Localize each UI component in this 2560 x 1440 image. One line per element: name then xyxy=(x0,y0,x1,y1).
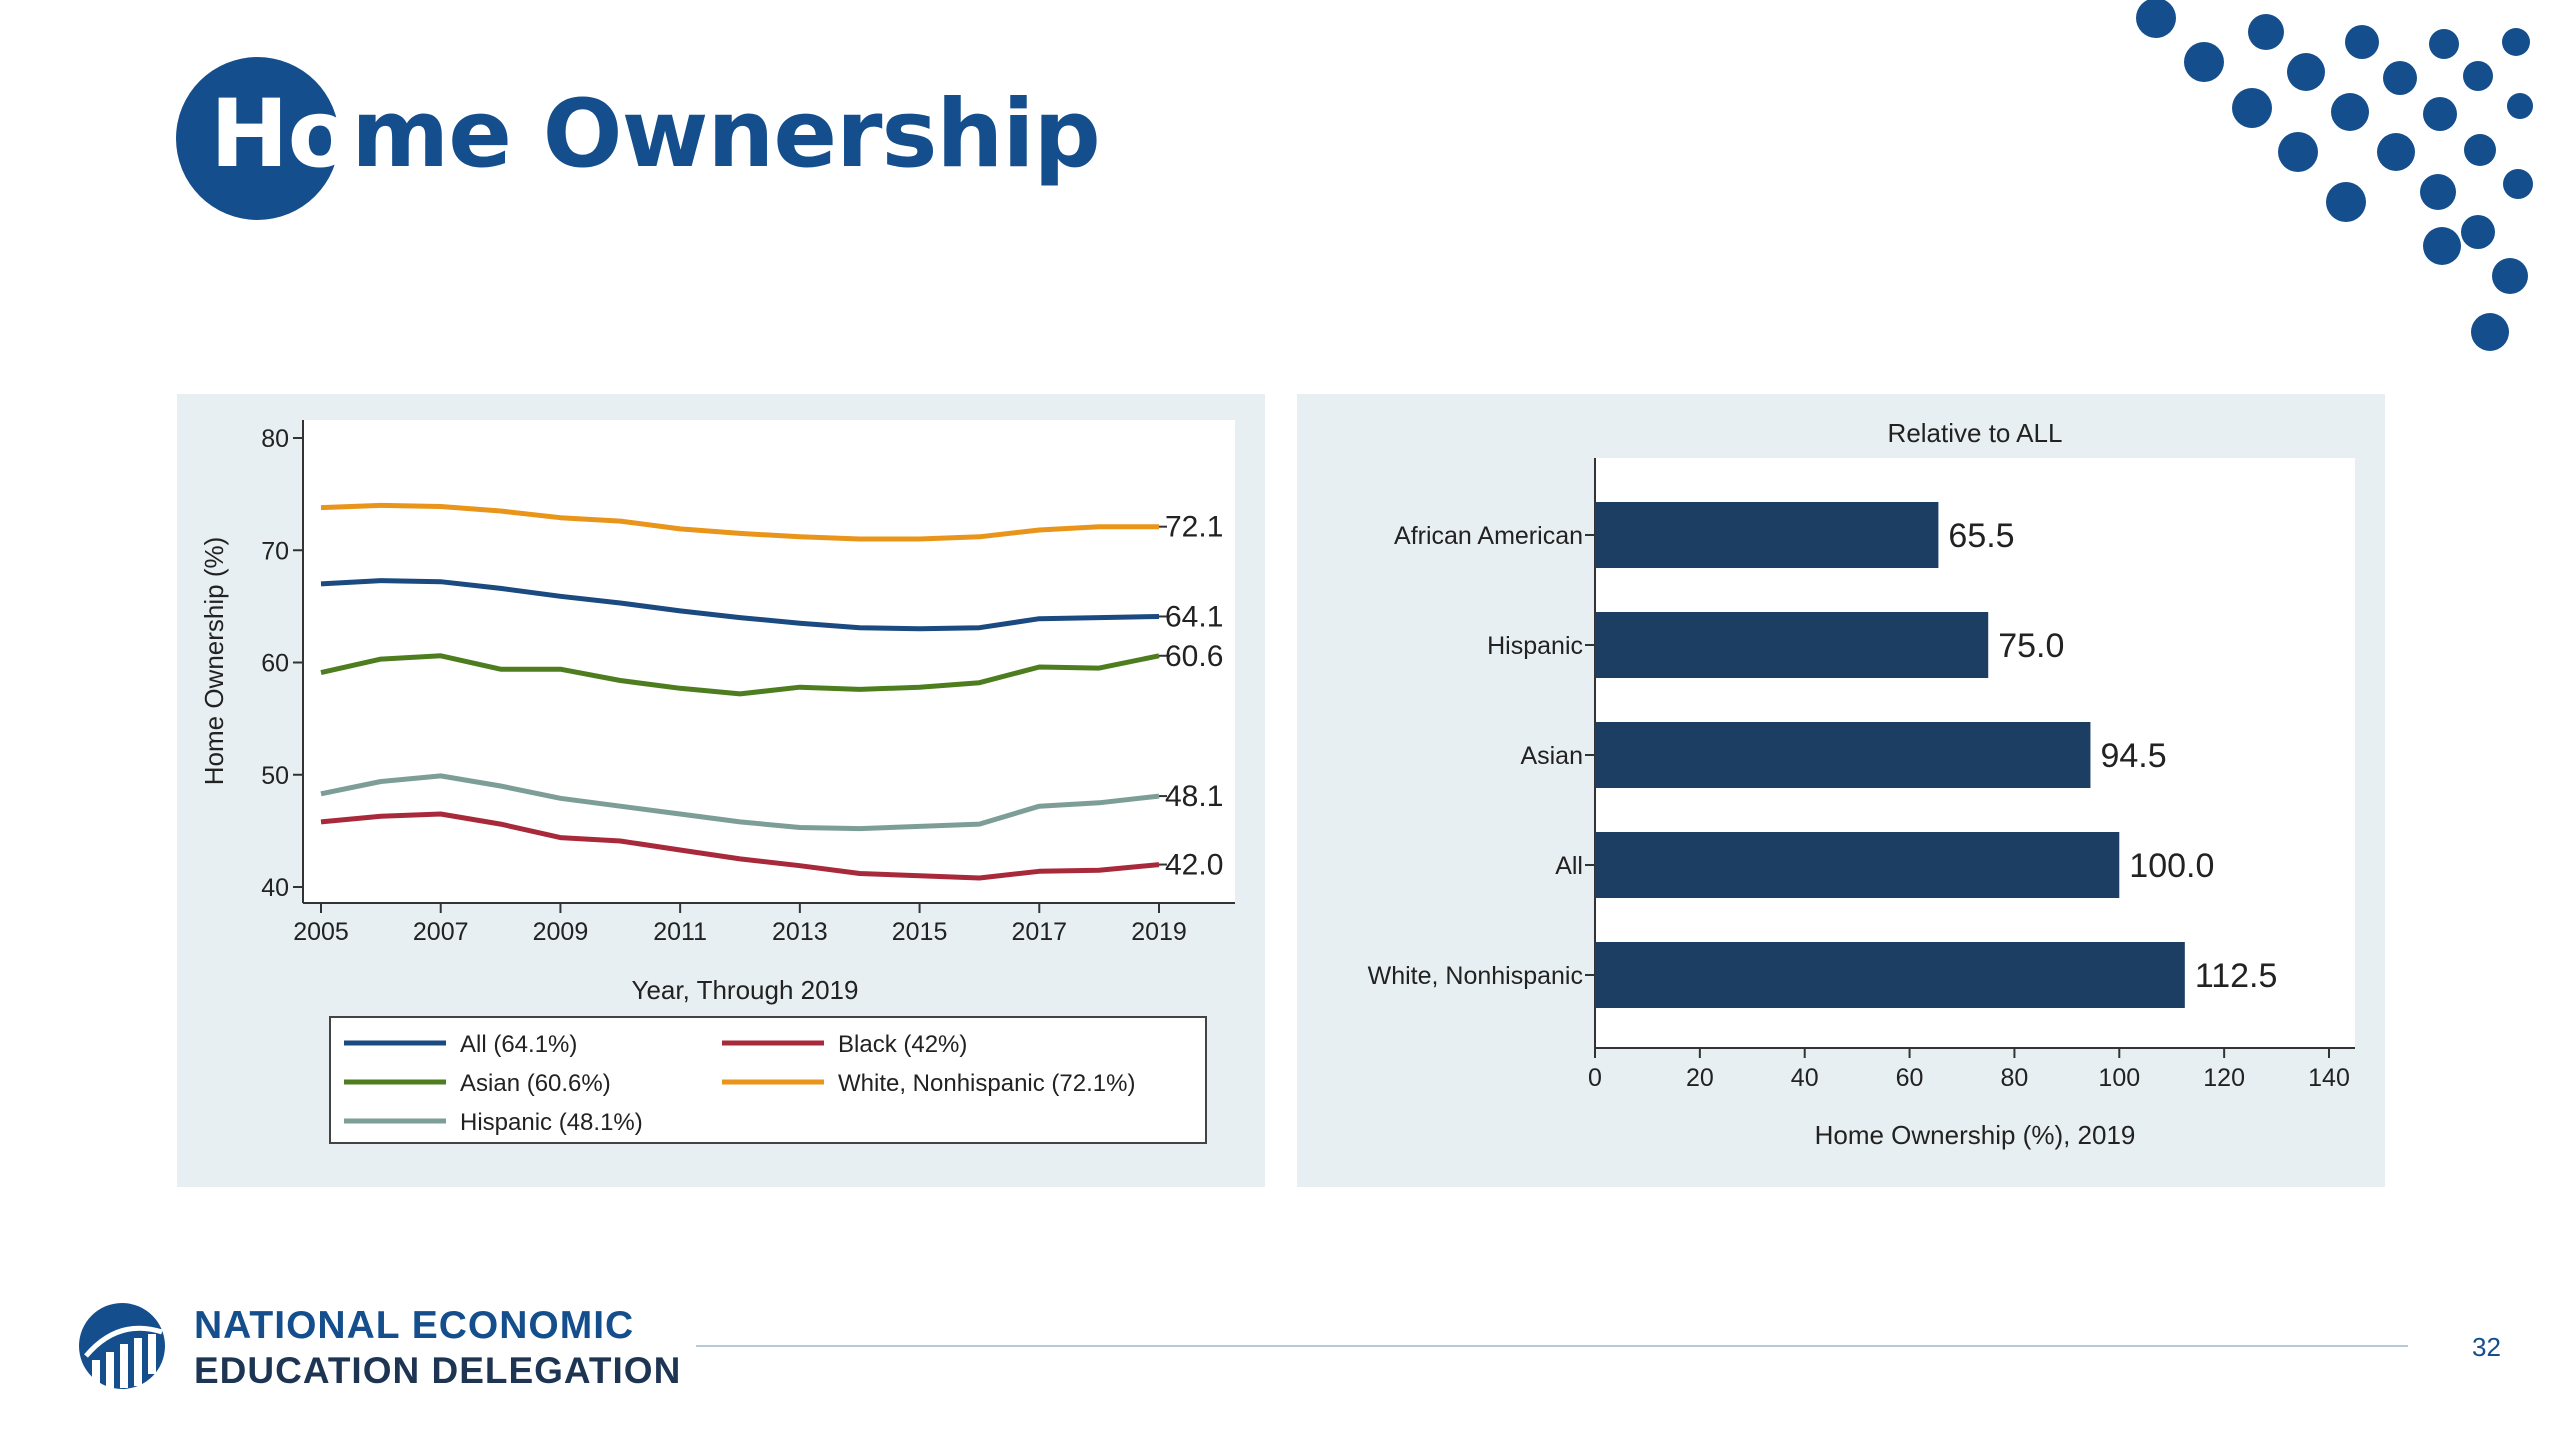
bar-value-label: 65.5 xyxy=(1948,517,2014,555)
series-end-label: 48.1 xyxy=(1165,780,1223,813)
decor-dot xyxy=(2383,61,2417,95)
decor-dot xyxy=(2423,97,2457,131)
category-label: Hispanic xyxy=(1487,632,1583,660)
decor-dot xyxy=(2184,42,2224,82)
x-tick-label: 40 xyxy=(1791,1064,1819,1092)
bar-chart-panel: Relative to ALL 0 20 40 60 80 100 120 140 Home Ow… xyxy=(1297,394,2385,1187)
chart-title: Relative to ALL xyxy=(1888,418,2063,448)
series-end-label: 64.1 xyxy=(1165,600,1223,633)
footer-divider xyxy=(696,1345,2408,1347)
bar xyxy=(1595,722,2091,788)
bar-value-label: 94.5 xyxy=(2100,737,2166,775)
page-title: Home Ownership xyxy=(210,70,1101,200)
legend-label: All (64.1%) xyxy=(460,1031,577,1058)
bar-value-label: 100.0 xyxy=(2129,847,2214,885)
series-line xyxy=(320,578,1160,632)
x-tick-label: 100 xyxy=(2098,1064,2140,1092)
decor-dot xyxy=(2345,25,2379,59)
decor-dot xyxy=(2423,227,2461,265)
title-prefix: Ho xyxy=(210,80,352,189)
decor-dot xyxy=(2278,132,2318,172)
category-label: Asian xyxy=(1520,742,1583,770)
series-end-label: 60.6 xyxy=(1165,640,1223,673)
x-axis-title: Year, Through 2019 xyxy=(632,975,859,1005)
x-tick-label: 2017 xyxy=(1011,918,1067,946)
org-name-line-2: EDUCATION DELEGATION xyxy=(194,1350,682,1391)
bar-value-label: 75.0 xyxy=(1998,627,2064,665)
legend-label: Black (42%) xyxy=(838,1031,967,1058)
y-tick-label: 80 xyxy=(261,425,289,453)
series-line xyxy=(320,502,1159,542)
legend-label: Asian (60.6%) xyxy=(460,1070,611,1097)
line-chart-panel: 40 50 60 70 80 2005 2007 2009 2011 2013 2015 2017 20… xyxy=(177,394,1265,1187)
bar xyxy=(1595,942,2185,1008)
decor-dot xyxy=(2492,258,2528,294)
decor-dot xyxy=(2331,93,2369,131)
x-tick-label: 2011 xyxy=(653,918,707,946)
x-tick-label: 2009 xyxy=(533,918,589,946)
title-circle-badge xyxy=(176,57,339,220)
bar xyxy=(1595,832,2120,898)
y-tick-label: 40 xyxy=(261,874,289,902)
bar-chart: Relative to ALL 0 20 40 60 80 100 120 140 Home Ow… xyxy=(1368,418,2355,1150)
y-tick-label: 60 xyxy=(261,650,289,678)
y-tick-label: 70 xyxy=(261,537,289,565)
organization-name: NATIONAL ECONOMIC EDUCATION DELEGATION xyxy=(194,1303,681,1393)
decor-dot xyxy=(2420,174,2456,210)
decor-dot xyxy=(2463,61,2493,91)
x-tick-label: 2019 xyxy=(1131,918,1187,946)
decor-dot xyxy=(2377,133,2415,171)
series-end-label: 72.1 xyxy=(1165,511,1223,544)
page-number: 32 xyxy=(2472,1332,2501,1362)
y-tick-label: 50 xyxy=(261,762,289,790)
decor-dot xyxy=(2429,29,2459,59)
decor-dot xyxy=(2326,182,2366,222)
x-tick-label: 2005 xyxy=(293,918,349,946)
org-name-line-1: NATIONAL ECONOMIC xyxy=(194,1304,635,1347)
bar xyxy=(1595,612,1989,678)
title-rest: me Ownership xyxy=(351,80,1101,189)
decor-dot xyxy=(2248,14,2284,50)
decor-dot xyxy=(2461,215,2495,249)
category-label: All xyxy=(1555,852,1583,880)
decor-dot xyxy=(2464,134,2496,166)
category-label: African American xyxy=(1394,522,1583,550)
series-line xyxy=(320,811,1160,881)
decor-dot xyxy=(2507,93,2533,119)
decor-dot xyxy=(2471,313,2509,351)
bar-chart-globe-icon xyxy=(79,1303,165,1389)
line-chart: 40 50 60 70 80 2005 2007 2009 2011 2013 2015 2017 20… xyxy=(199,420,1235,1144)
series-end-label: 42.0 xyxy=(1165,849,1223,882)
decor-dot xyxy=(2232,88,2272,128)
x-tick-label: 2015 xyxy=(892,918,948,946)
plot-area xyxy=(303,420,1235,903)
x-tick-label: 2013 xyxy=(772,918,828,946)
x-tick-label: 60 xyxy=(1896,1064,1924,1092)
y-axis-title: Home Ownership (%) xyxy=(199,537,229,786)
x-tick-label: 80 xyxy=(2001,1064,2029,1092)
decor-dot xyxy=(2287,53,2325,91)
x-tick-label: 140 xyxy=(2308,1064,2350,1092)
bar xyxy=(1595,502,1939,568)
x-tick-label: 2007 xyxy=(413,918,469,946)
series-line xyxy=(320,653,1160,697)
decor-dot xyxy=(2136,0,2176,38)
series-line xyxy=(320,773,1160,832)
category-label: White, Nonhispanic xyxy=(1368,962,1583,990)
legend-label: White, Nonhispanic (72.1%) xyxy=(838,1070,1135,1097)
x-tick-label: 0 xyxy=(1588,1064,1602,1092)
x-tick-label: 120 xyxy=(2203,1064,2245,1092)
x-axis-title: Home Ownership (%), 2019 xyxy=(1815,1120,2136,1150)
decor-dot xyxy=(2503,169,2533,199)
x-tick-label: 20 xyxy=(1686,1064,1714,1092)
decor-dot xyxy=(2502,28,2530,56)
decorative-dot-pattern xyxy=(2136,0,2533,351)
bar-value-label: 112.5 xyxy=(2195,957,2278,995)
legend-label: Hispanic (48.1%) xyxy=(460,1109,643,1136)
